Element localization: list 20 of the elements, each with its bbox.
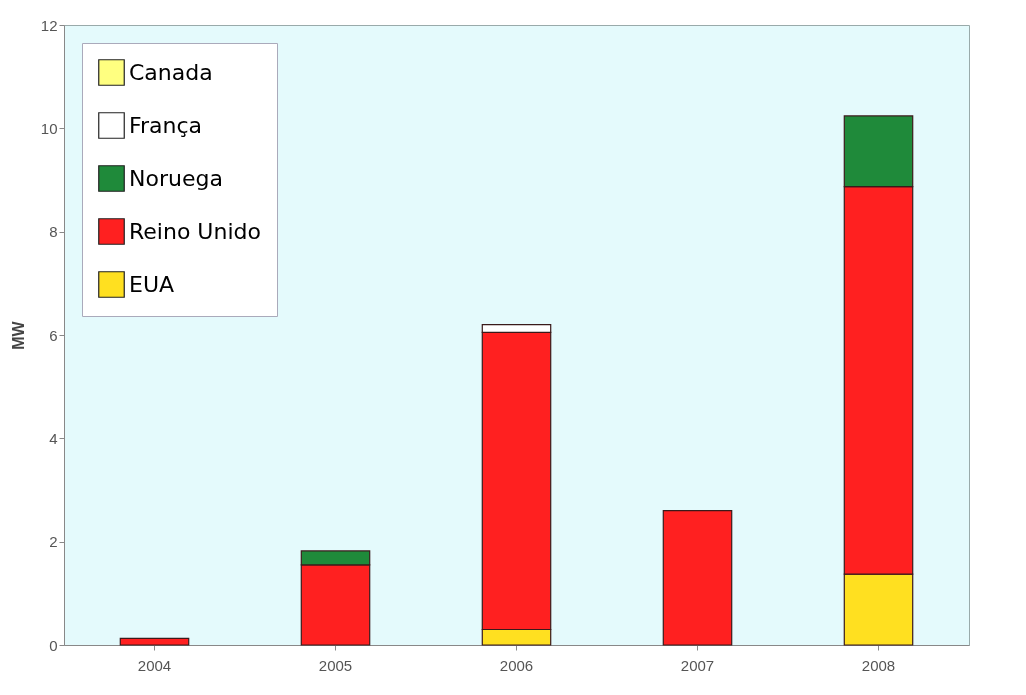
x-tick-label: 2004 [137, 656, 172, 674]
bar [662, 510, 733, 646]
x-tick-label: 2006 [499, 656, 534, 674]
bar [119, 637, 190, 646]
legend-label: Reino Unido [129, 218, 261, 244]
legend-label: Noruega [129, 165, 223, 191]
x-tick-label: 2008 [861, 656, 896, 674]
legend-label: França [129, 112, 203, 138]
y-axis-title: MW [9, 320, 27, 350]
legend-label: EUA [129, 271, 175, 297]
legend-label: Canada [129, 59, 213, 85]
y-tick-label: 8 [49, 223, 58, 241]
x-tick-label: 2007 [680, 656, 715, 674]
y-tick-label: 12 [40, 16, 58, 34]
y-tick-label: 6 [49, 326, 58, 344]
y-tick-label: 4 [49, 429, 58, 447]
y-tick-label: 0 [49, 636, 58, 654]
y-tick-label: 10 [40, 119, 58, 137]
y-tick-label: 2 [49, 533, 58, 551]
x-tick-label: 2005 [318, 656, 353, 674]
